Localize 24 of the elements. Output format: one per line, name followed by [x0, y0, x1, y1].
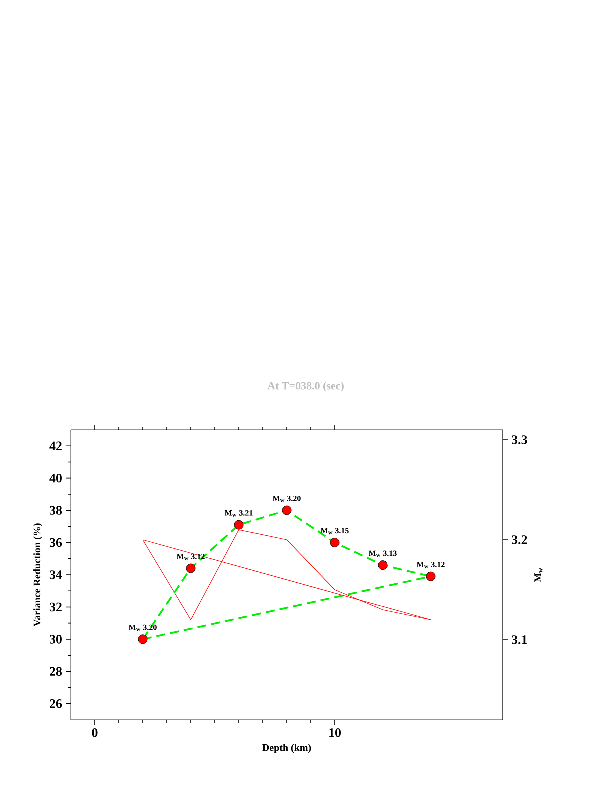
y2-tick-label: 3.2 — [512, 536, 528, 544]
annotation: M$_{w}$ 3.12 — [416, 562, 445, 568]
annotation: M$_{w}$ 3.15 — [320, 528, 349, 535]
y2-axis-title: M$_{w}$ — [534, 568, 543, 582]
y2-tick-label: 3.1 — [512, 636, 528, 644]
chart-title: At T=038.0 (sec) — [268, 382, 344, 392]
y-tick-label: 26 — [50, 700, 62, 708]
annotation: M$_{w}$ 3.13 — [368, 550, 397, 558]
y-axis-title: Variance Reduction (%) — [34, 524, 43, 627]
annotation: M$_{w}$ 3.20 — [128, 624, 157, 632]
y-tick-label: 42 — [50, 442, 62, 450]
y-tick-label: 32 — [50, 602, 62, 612]
y-tick-label: 40 — [50, 474, 62, 483]
y-tick-label: 30 — [50, 635, 62, 644]
y-tick-label: 34 — [50, 570, 62, 580]
x-tick-label: 0 — [92, 728, 98, 738]
x-tick-label: 10 — [330, 728, 342, 738]
x-axis-title: Depth (km) — [262, 744, 312, 754]
annotation: M$_{w}$ 3.20 — [272, 496, 301, 502]
y-tick-label: 38 — [50, 506, 62, 515]
y2-tick-label: 3.3 — [512, 436, 528, 444]
y-tick-label: 28 — [50, 667, 62, 676]
annotation: M$_{w}$ 3.21 — [224, 510, 253, 517]
y-tick-label: 36 — [50, 538, 62, 548]
